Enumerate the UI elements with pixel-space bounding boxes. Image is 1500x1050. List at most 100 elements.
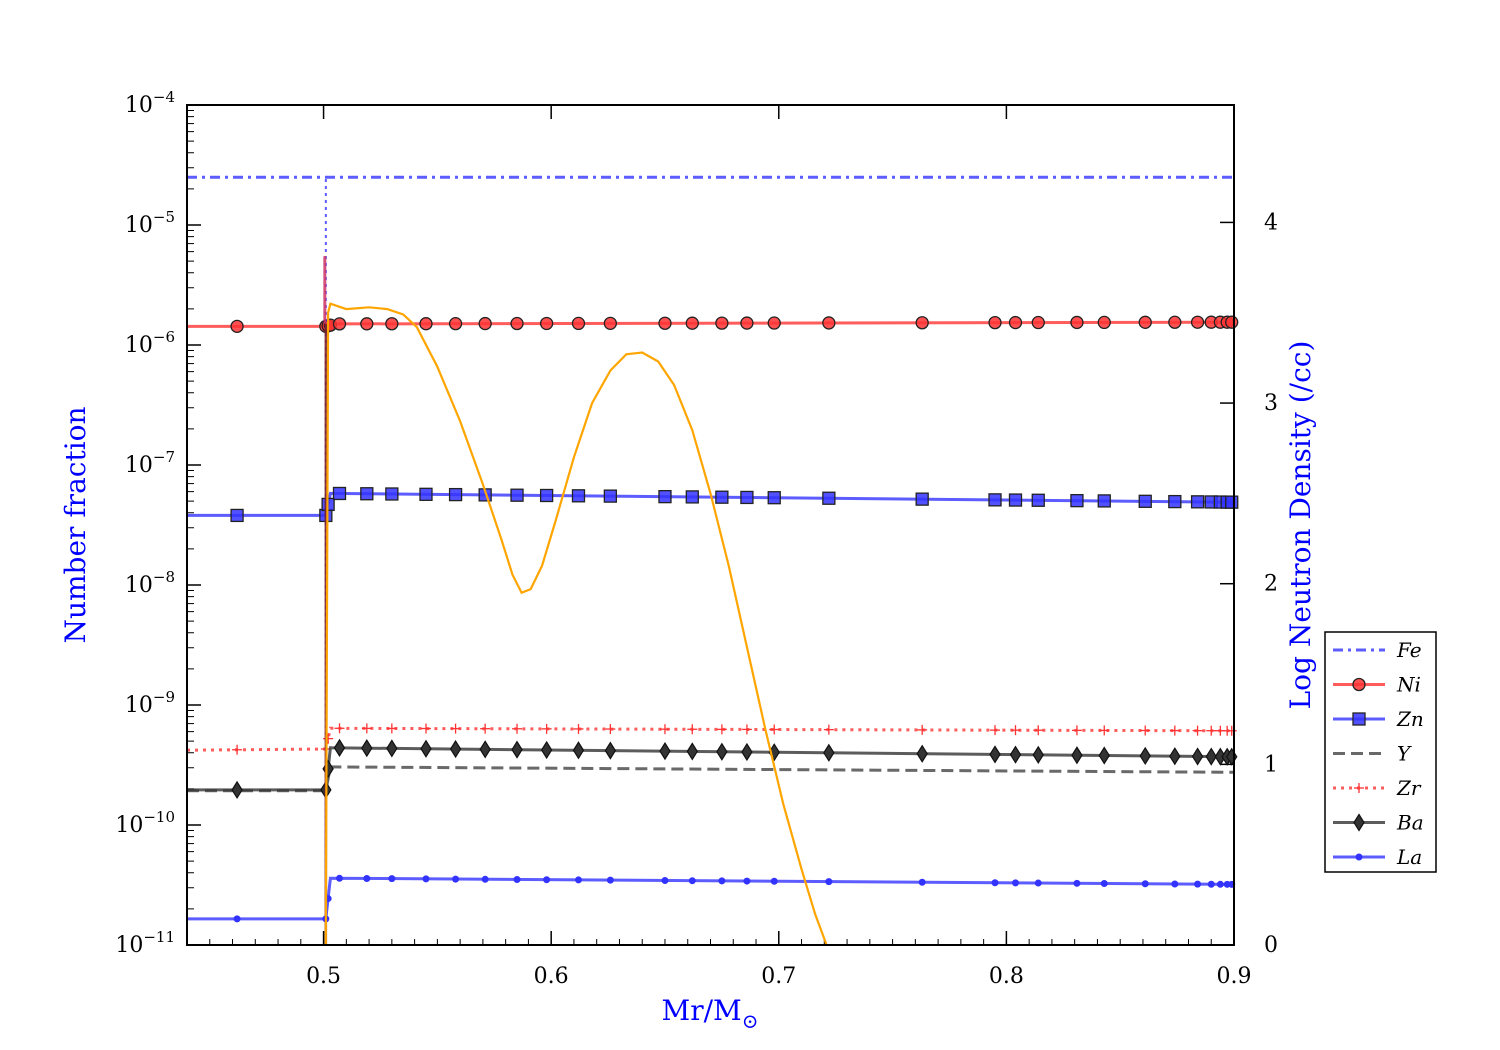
series-ba-marker — [572, 741, 585, 760]
series-zn-marker — [822, 491, 836, 505]
series-ni-marker — [230, 319, 244, 334]
series-la-marker — [481, 875, 489, 883]
y-left-tick-label: 10−11 — [115, 928, 175, 958]
series-ba-marker — [716, 742, 728, 761]
y-right-tick-label: 4 — [1264, 210, 1278, 235]
legend-marker-ba — [1353, 813, 1365, 832]
x-axis-title: Mr/M⊙ — [662, 994, 759, 1033]
series-zn-marker — [715, 490, 729, 504]
plot-frame — [186, 104, 1235, 946]
legend: Fe Ni Zn Y Zr Ba La — [1324, 631, 1437, 873]
legend-label-y: Y — [1397, 742, 1412, 766]
series-ni-marker — [539, 316, 554, 331]
series-zn-marker — [385, 487, 399, 501]
series-ni-marker — [1190, 315, 1205, 329]
series-la-marker — [918, 878, 926, 886]
series-zn-marker — [539, 488, 554, 503]
y-right-tick-label: 2 — [1264, 572, 1278, 597]
series-ba-marker — [333, 738, 346, 758]
series-ba-marker — [231, 780, 243, 800]
legend-label-ni: Ni — [1396, 673, 1421, 697]
series-zn-marker — [658, 489, 672, 504]
legend-label-la: La — [1396, 845, 1422, 869]
series-ni-marker — [478, 316, 492, 331]
y-left-tick-label: 10−7 — [125, 448, 175, 478]
legend-marker-ni — [1352, 677, 1366, 692]
series-ba-marker — [659, 741, 671, 761]
y-right-tick-label: 0 — [1264, 933, 1278, 958]
series-ni-marker — [767, 316, 781, 330]
series-la-marker — [718, 877, 726, 885]
series-ba-marker — [511, 740, 523, 759]
series-ba-marker — [386, 739, 398, 758]
legend-marker-zn — [1352, 712, 1366, 726]
series-ba-marker — [479, 740, 491, 759]
series-ni-marker — [448, 316, 463, 331]
series-la-marker — [335, 874, 343, 882]
series-la-marker — [991, 879, 999, 887]
neutron-density-line — [324, 302, 828, 946]
series-ba-marker — [823, 743, 835, 762]
series-la-marker — [1194, 880, 1202, 888]
series-ba-marker — [449, 739, 462, 759]
x-tick-label: 0.6 — [534, 964, 569, 989]
series-zn-marker — [603, 489, 618, 503]
y-left-tick-label: 10−8 — [125, 568, 175, 598]
plot-area — [186, 175, 1239, 946]
series-la-marker — [743, 877, 751, 885]
series-ba-marker — [1191, 747, 1204, 766]
y-left-tick-label: 10−9 — [125, 688, 175, 718]
series-ni-marker — [988, 315, 1002, 330]
series-la-marker — [452, 875, 460, 883]
series-zn-marker — [915, 492, 929, 506]
series-ni-marker — [658, 316, 672, 330]
legend-label-zn: Zn — [1396, 707, 1424, 731]
ticks-layer — [187, 104, 1235, 946]
y-left-tick-label: 10−5 — [125, 208, 175, 238]
series-ba-marker — [540, 740, 553, 760]
series-ni-marker — [822, 316, 836, 330]
series-la-marker — [363, 874, 371, 882]
series-ba-marker — [420, 739, 432, 758]
series-zn-marker — [1190, 495, 1205, 509]
series-ni-marker — [385, 317, 399, 331]
series-ni-marker — [1097, 315, 1111, 330]
x-tick-label: 0.9 — [1217, 964, 1252, 989]
series-zn-marker — [1031, 493, 1045, 507]
series-ni-marker — [1070, 315, 1084, 330]
series-zn-marker — [685, 490, 699, 504]
y-axis-right-title: Log Neutron Density (/cc) — [1284, 341, 1317, 710]
series-la-marker — [606, 876, 614, 884]
series-zn-marker — [360, 487, 374, 501]
series-la-marker — [1100, 880, 1108, 888]
series-zn-marker — [1008, 493, 1023, 507]
series-la-marker — [388, 875, 396, 883]
series-la-marker — [1073, 879, 1081, 887]
series-zn-marker — [1138, 494, 1152, 508]
series-ni-marker — [1008, 315, 1023, 330]
series-la-marker — [1034, 879, 1042, 887]
series-zn-marker — [1168, 494, 1182, 509]
series-ni-marker — [1031, 315, 1045, 330]
labels-layer: 0.5 0.6 0.7 0.8 0.9 10−4 10−5 10−6 10−7 10−8 10−9 1… — [115, 88, 1278, 989]
series-zn-marker — [571, 489, 586, 503]
legend-marker-la — [1355, 853, 1363, 861]
series-ni-marker — [1138, 315, 1152, 329]
series-ni-marker — [419, 317, 433, 331]
series-ni-marker — [1168, 315, 1182, 329]
x-tick-label: 0.8 — [989, 964, 1024, 989]
series-ba-marker — [989, 745, 1001, 764]
series-ni-marker — [332, 317, 347, 331]
series-zn-marker — [510, 488, 524, 502]
y-left-tick-label: 10−6 — [125, 328, 175, 358]
series-zn-marker — [419, 487, 433, 501]
series-ni-marker — [360, 317, 374, 331]
series-la-marker — [574, 876, 582, 884]
series-la-marker — [422, 875, 430, 883]
series-zn-marker — [988, 493, 1002, 507]
series-zn-marker — [230, 508, 244, 523]
series-zn-marker — [332, 486, 347, 501]
series-zn-marker — [1097, 494, 1111, 508]
series-ni-marker — [685, 316, 699, 330]
